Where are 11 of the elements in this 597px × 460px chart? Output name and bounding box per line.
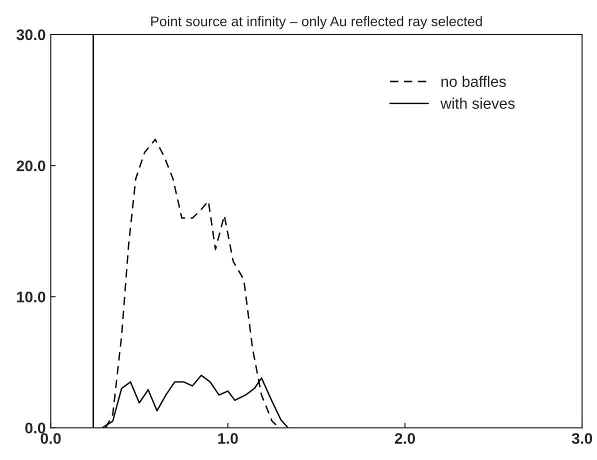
x-tick-label: 0.0: [40, 433, 61, 444]
y-tick-label: 30.0: [16, 29, 46, 40]
chart-title: Point source at infinity – only Au reflected ray selected: [151, 16, 482, 30]
x-tick-label: 2.0: [394, 433, 415, 444]
y-tick-label: 20.0: [16, 160, 46, 172]
legend-label: with sieves: [440, 98, 515, 109]
x-tick-label: 3.0: [572, 433, 592, 444]
y-tick-label: 10.0: [17, 292, 46, 302]
x-tick-label: 1.0: [218, 433, 238, 444]
y-tick-label: 0.0: [25, 422, 46, 434]
legend-label: no baffles: [441, 76, 506, 88]
